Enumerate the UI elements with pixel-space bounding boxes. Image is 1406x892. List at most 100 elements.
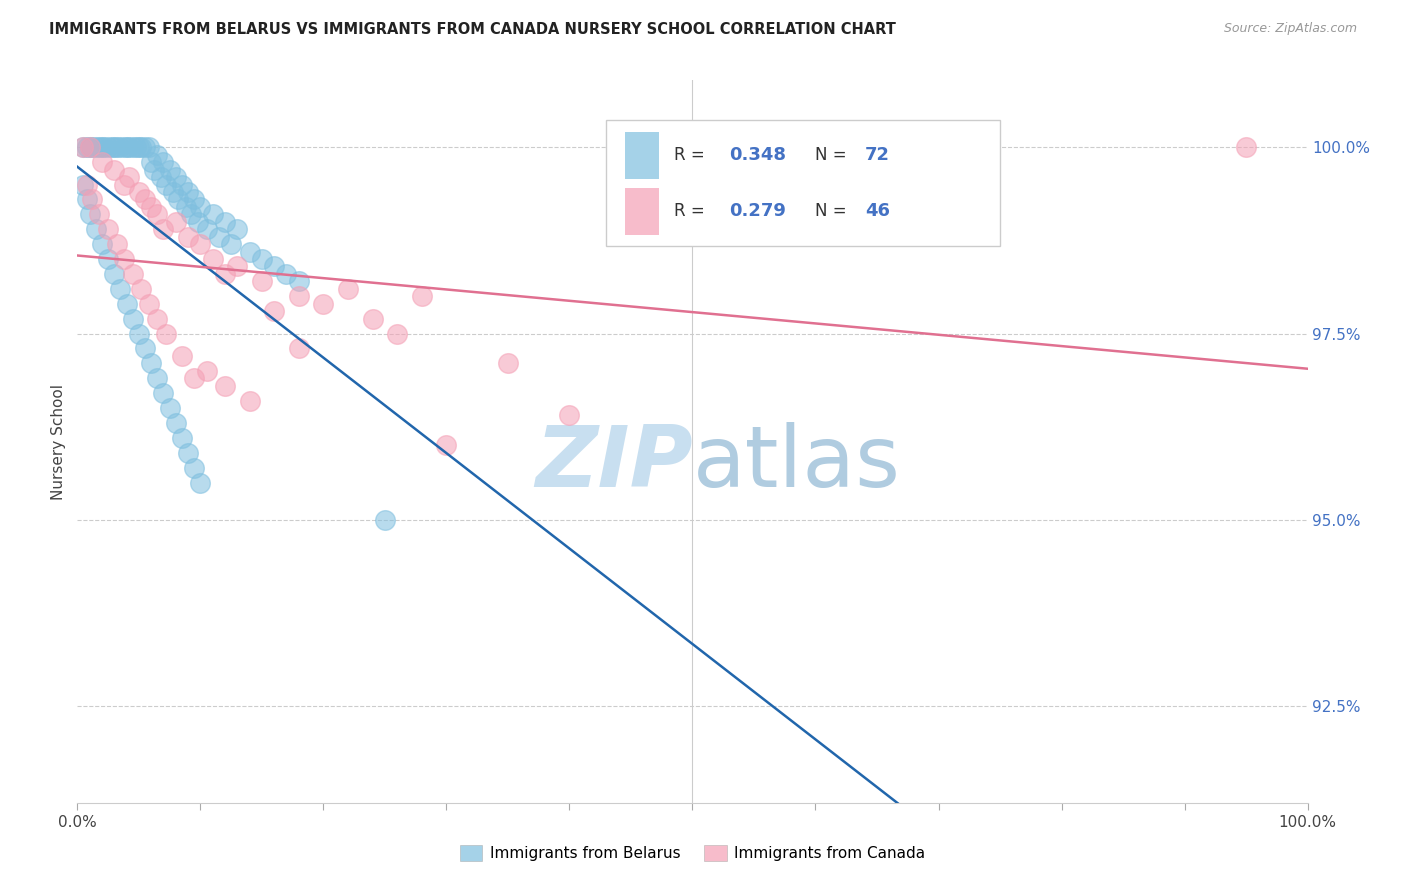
- Point: [72, 140, 94, 154]
- Point: [84, 222, 107, 236]
- Point: [226, 260, 249, 274]
- Point: [141, 155, 163, 169]
- Point: [183, 193, 205, 207]
- Point: [79, 140, 101, 154]
- Point: [150, 170, 173, 185]
- Text: 0.279: 0.279: [730, 202, 786, 220]
- Point: [337, 282, 360, 296]
- Point: [84, 140, 107, 154]
- Point: [165, 215, 187, 229]
- Point: [103, 162, 125, 177]
- Point: [134, 342, 156, 356]
- Point: [276, 267, 298, 281]
- Point: [374, 513, 396, 527]
- Point: [142, 162, 165, 177]
- Point: [288, 342, 311, 356]
- Text: R =: R =: [673, 146, 710, 164]
- Point: [162, 185, 184, 199]
- Point: [187, 215, 209, 229]
- Point: [110, 282, 132, 296]
- Point: [146, 311, 169, 326]
- Point: [239, 393, 262, 408]
- Point: [97, 252, 120, 266]
- Point: [167, 193, 190, 207]
- Point: [165, 170, 187, 185]
- Y-axis label: Nursery School: Nursery School: [51, 384, 66, 500]
- Point: [239, 244, 262, 259]
- Point: [170, 431, 193, 445]
- Point: [146, 207, 169, 221]
- Point: [134, 193, 156, 207]
- Point: [436, 438, 458, 452]
- Point: [214, 378, 236, 392]
- FancyBboxPatch shape: [606, 120, 1000, 246]
- Point: [250, 252, 273, 266]
- Point: [93, 140, 115, 154]
- Point: [361, 311, 384, 326]
- Point: [141, 356, 163, 370]
- Point: [90, 155, 114, 169]
- Point: [115, 297, 138, 311]
- Legend: Immigrants from Belarus, Immigrants from Canada: Immigrants from Belarus, Immigrants from…: [454, 839, 931, 867]
- Point: [121, 140, 143, 154]
- Point: [214, 215, 236, 229]
- Point: [263, 304, 285, 318]
- Point: [155, 178, 177, 192]
- Point: [128, 326, 150, 341]
- Text: 72: 72: [865, 146, 890, 164]
- Point: [103, 140, 125, 154]
- Point: [288, 289, 311, 303]
- Point: [165, 416, 187, 430]
- Point: [112, 252, 135, 266]
- Text: Source: ZipAtlas.com: Source: ZipAtlas.com: [1223, 22, 1357, 36]
- Point: [128, 140, 150, 154]
- Point: [195, 222, 218, 236]
- Point: [131, 282, 153, 296]
- Point: [105, 140, 128, 154]
- Point: [79, 207, 101, 221]
- Point: [115, 140, 138, 154]
- Point: [177, 229, 200, 244]
- Point: [201, 252, 224, 266]
- Point: [82, 140, 104, 154]
- Point: [97, 140, 120, 154]
- Point: [128, 185, 150, 199]
- Point: [312, 297, 335, 311]
- Point: [90, 140, 114, 154]
- Text: R =: R =: [673, 202, 710, 220]
- Point: [110, 140, 132, 154]
- Point: [97, 222, 120, 236]
- Point: [177, 185, 200, 199]
- Point: [201, 207, 224, 221]
- Text: 46: 46: [865, 202, 890, 220]
- Point: [141, 200, 163, 214]
- Point: [195, 364, 218, 378]
- Point: [152, 222, 174, 236]
- Point: [250, 274, 273, 288]
- Point: [112, 140, 135, 154]
- Point: [146, 371, 169, 385]
- Point: [121, 267, 143, 281]
- Point: [82, 193, 104, 207]
- Point: [138, 140, 160, 154]
- Text: N =: N =: [815, 146, 852, 164]
- Text: IMMIGRANTS FROM BELARUS VS IMMIGRANTS FROM CANADA NURSERY SCHOOL CORRELATION CHA: IMMIGRANTS FROM BELARUS VS IMMIGRANTS FR…: [49, 22, 896, 37]
- FancyBboxPatch shape: [624, 132, 659, 179]
- Point: [288, 274, 311, 288]
- Point: [152, 155, 174, 169]
- Point: [134, 140, 156, 154]
- Point: [226, 222, 249, 236]
- Point: [558, 409, 581, 423]
- Point: [183, 371, 205, 385]
- Point: [112, 178, 135, 192]
- Point: [131, 140, 153, 154]
- Text: atlas: atlas: [693, 422, 900, 505]
- Point: [1234, 140, 1257, 154]
- FancyBboxPatch shape: [624, 187, 659, 235]
- Text: N =: N =: [815, 202, 852, 220]
- Point: [125, 140, 148, 154]
- Point: [159, 401, 181, 415]
- Point: [496, 356, 519, 370]
- Point: [152, 386, 174, 401]
- Point: [103, 267, 125, 281]
